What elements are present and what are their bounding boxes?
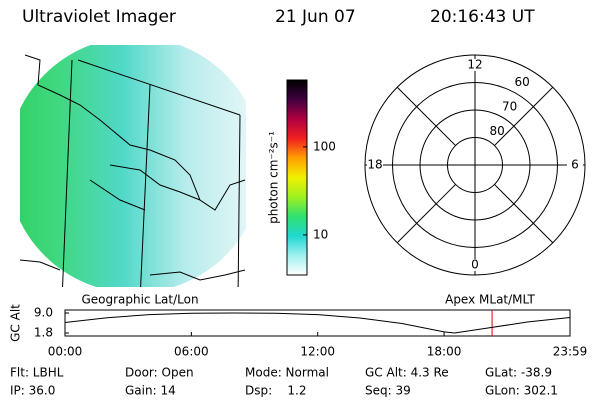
graticule [62, 59, 241, 287]
status-field: Dsp: 1.2 [245, 384, 307, 398]
label-bg [467, 259, 483, 271]
status-field: GLat: -38.9 [485, 366, 552, 380]
polar-caption: Apex MLat/MLT [445, 293, 535, 307]
status-field: GLon: 302.1 [485, 384, 558, 398]
title: Ultraviolet Imager [22, 7, 176, 27]
hour-label: 0 [471, 258, 479, 272]
hour-label: 6 [571, 158, 579, 172]
x-tick-label: 18:00 [427, 345, 462, 359]
status-field: Door: Open [125, 366, 194, 380]
ring-label: 80 [489, 124, 504, 138]
x-tick-label: 00:00 [48, 345, 83, 359]
hour-label: 12 [467, 58, 482, 72]
y-axis-label: GC Alt [9, 304, 23, 342]
y-tick-label: 9.0 [34, 306, 53, 320]
colorbar-tick-label: 10 [313, 227, 328, 241]
ring-label: 70 [502, 99, 517, 113]
date: 21 Jun 07 [275, 7, 356, 27]
label-bg [367, 159, 383, 171]
colorbar-label: photon cm⁻²s⁻¹ [267, 131, 281, 224]
polar-spoke [494, 86, 554, 146]
coastline [24, 54, 246, 211]
status-field: Flt: LBHL [10, 366, 64, 380]
label-bg [567, 159, 583, 171]
image-disk [20, 45, 246, 287]
y-tick-label: 1.8 [34, 326, 53, 340]
status-field: Mode: Normal [245, 366, 329, 380]
uv-image [20, 45, 246, 287]
status-field: Seq: 39 [365, 384, 411, 398]
polar-spoke [396, 184, 456, 244]
altitude-line [64, 312, 571, 334]
colorbar-tick-label: 100 [313, 139, 336, 153]
status-field: Gain: 14 [125, 384, 176, 398]
polar-spoke [396, 86, 456, 146]
x-tick-label: 12:00 [300, 345, 335, 359]
label-bg [467, 59, 483, 71]
image-caption: Geographic Lat/Lon [81, 293, 198, 307]
status-field: IP: 36.0 [10, 384, 55, 398]
map-overlay [20, 54, 246, 287]
time: 20:16:43 UT [430, 7, 535, 27]
x-tick-label: 23:59 [553, 345, 588, 359]
polar-spoke [494, 184, 554, 244]
colorbar [286, 79, 308, 276]
coastline [20, 259, 246, 281]
ring-label: 60 [514, 75, 529, 89]
coastline [89, 164, 201, 211]
hour-label: 18 [367, 158, 382, 172]
x-tick-label: 06:00 [174, 345, 209, 359]
status-field: GC Alt: 4.3 Re [365, 366, 449, 380]
